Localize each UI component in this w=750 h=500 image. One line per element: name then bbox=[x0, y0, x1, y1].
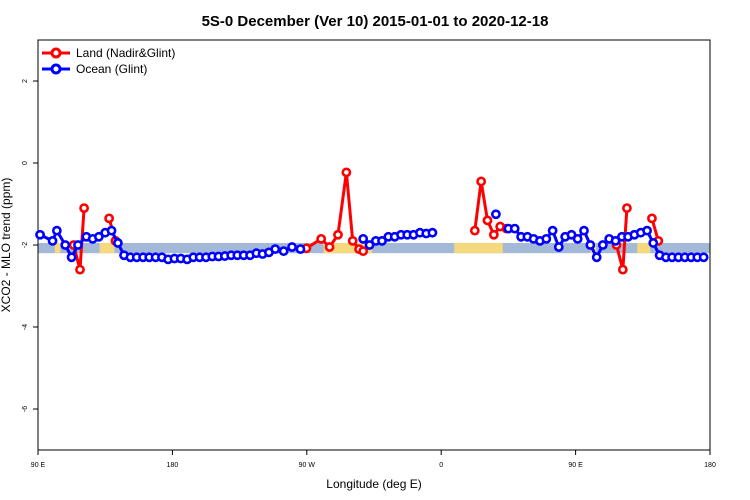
data-point-ocean bbox=[364, 240, 375, 250]
x-tick-label: 90 W bbox=[299, 462, 316, 469]
y-tick-label: 0 bbox=[22, 161, 29, 165]
data-point-land bbox=[341, 167, 352, 178]
data-point-ocean bbox=[579, 225, 589, 236]
data-point-ocean bbox=[278, 246, 289, 257]
data-point-ocean bbox=[295, 244, 306, 254]
legend-entry-land: Land (Nadir&Glint) bbox=[42, 46, 175, 60]
data-point-ocean bbox=[358, 233, 369, 244]
land-patch bbox=[454, 242, 503, 254]
data-point-ocean bbox=[51, 225, 62, 236]
data-point-land bbox=[79, 203, 90, 213]
data-point-ocean bbox=[585, 240, 596, 250]
data-point-ocean bbox=[490, 209, 501, 220]
x-axis-label: Longitude (deg E) bbox=[326, 477, 421, 491]
data-point-land bbox=[476, 176, 487, 187]
data-point-land bbox=[469, 225, 480, 236]
data-point-ocean bbox=[112, 238, 123, 248]
data-point-land bbox=[482, 215, 493, 226]
y-tick-label: -4 bbox=[22, 324, 29, 330]
data-point-ocean bbox=[541, 233, 552, 244]
data-point-ocean bbox=[35, 229, 45, 240]
x-tick-label: 0 bbox=[439, 462, 443, 469]
x-tick-label: 90 E bbox=[31, 462, 46, 469]
data-point-land bbox=[75, 264, 85, 275]
x-tick-label: 90 E bbox=[568, 462, 583, 469]
data-point-ocean bbox=[547, 225, 558, 236]
y-axis-label: XCO2 - MLO trend (ppm) bbox=[0, 178, 13, 313]
legend-swatch-marker-ocean bbox=[50, 63, 62, 75]
data-point-ocean bbox=[287, 242, 297, 252]
x-tick-label: 180 bbox=[704, 462, 716, 469]
data-point-ocean bbox=[610, 235, 621, 246]
data-point-land bbox=[347, 235, 358, 246]
data-point-ocean bbox=[106, 225, 117, 236]
data-point-ocean bbox=[648, 238, 659, 248]
legend-entry-ocean: Ocean (Glint) bbox=[42, 62, 147, 76]
land-patch bbox=[99, 242, 115, 254]
y-axis: 2 0 -2 -4 -6 bbox=[22, 79, 38, 412]
data-point-ocean bbox=[270, 244, 281, 254]
y-tick-label: 2 bbox=[22, 79, 29, 83]
data-point-ocean bbox=[553, 242, 564, 252]
land-patch bbox=[54, 242, 61, 254]
data-point-ocean bbox=[642, 225, 652, 236]
data-point-ocean bbox=[377, 235, 387, 246]
data-point-ocean bbox=[509, 223, 520, 234]
legend-label-ocean: Ocean (Glint) bbox=[76, 62, 147, 76]
ocean-strip bbox=[38, 242, 710, 254]
data-point-land bbox=[104, 213, 115, 224]
data-point-ocean bbox=[66, 252, 77, 263]
series-land bbox=[68, 167, 664, 275]
data-point-ocean bbox=[93, 231, 104, 242]
data-point-land bbox=[617, 264, 628, 275]
data-point-ocean bbox=[572, 233, 583, 244]
x-axis: 90 E 180 90 W 0 90 E 180 bbox=[31, 450, 716, 469]
data-point-ocean bbox=[47, 235, 58, 246]
data-point-ocean bbox=[597, 240, 608, 250]
chart-title: 5S-0 December (Ver 10) 2015-01-01 to 202… bbox=[202, 13, 549, 30]
data-point-ocean bbox=[591, 252, 602, 263]
y-tick-label: -6 bbox=[22, 406, 29, 412]
data-point-land bbox=[647, 213, 657, 224]
data-point-land bbox=[324, 242, 335, 252]
series-ocean bbox=[35, 209, 709, 265]
data-point-land bbox=[488, 229, 499, 240]
data-point-land bbox=[622, 203, 632, 213]
legend: Land (Nadir&Glint) Ocean (Glint) bbox=[42, 46, 175, 76]
series-layer bbox=[35, 167, 709, 275]
x-tick-label: 180 bbox=[167, 462, 179, 469]
data-point-ocean bbox=[60, 240, 71, 250]
legend-label-land: Land (Nadir&Glint) bbox=[76, 46, 175, 60]
y-tick-label: -2 bbox=[22, 242, 29, 248]
data-point-ocean bbox=[73, 240, 83, 250]
land-patch bbox=[323, 242, 373, 254]
legend-swatch-marker-land bbox=[50, 47, 62, 59]
land-patch bbox=[637, 242, 651, 254]
data-point-land bbox=[333, 229, 343, 240]
data-point-ocean bbox=[427, 227, 438, 238]
data-point-ocean bbox=[698, 252, 709, 263]
data-point-land bbox=[358, 246, 369, 257]
data-point-land bbox=[316, 233, 327, 244]
